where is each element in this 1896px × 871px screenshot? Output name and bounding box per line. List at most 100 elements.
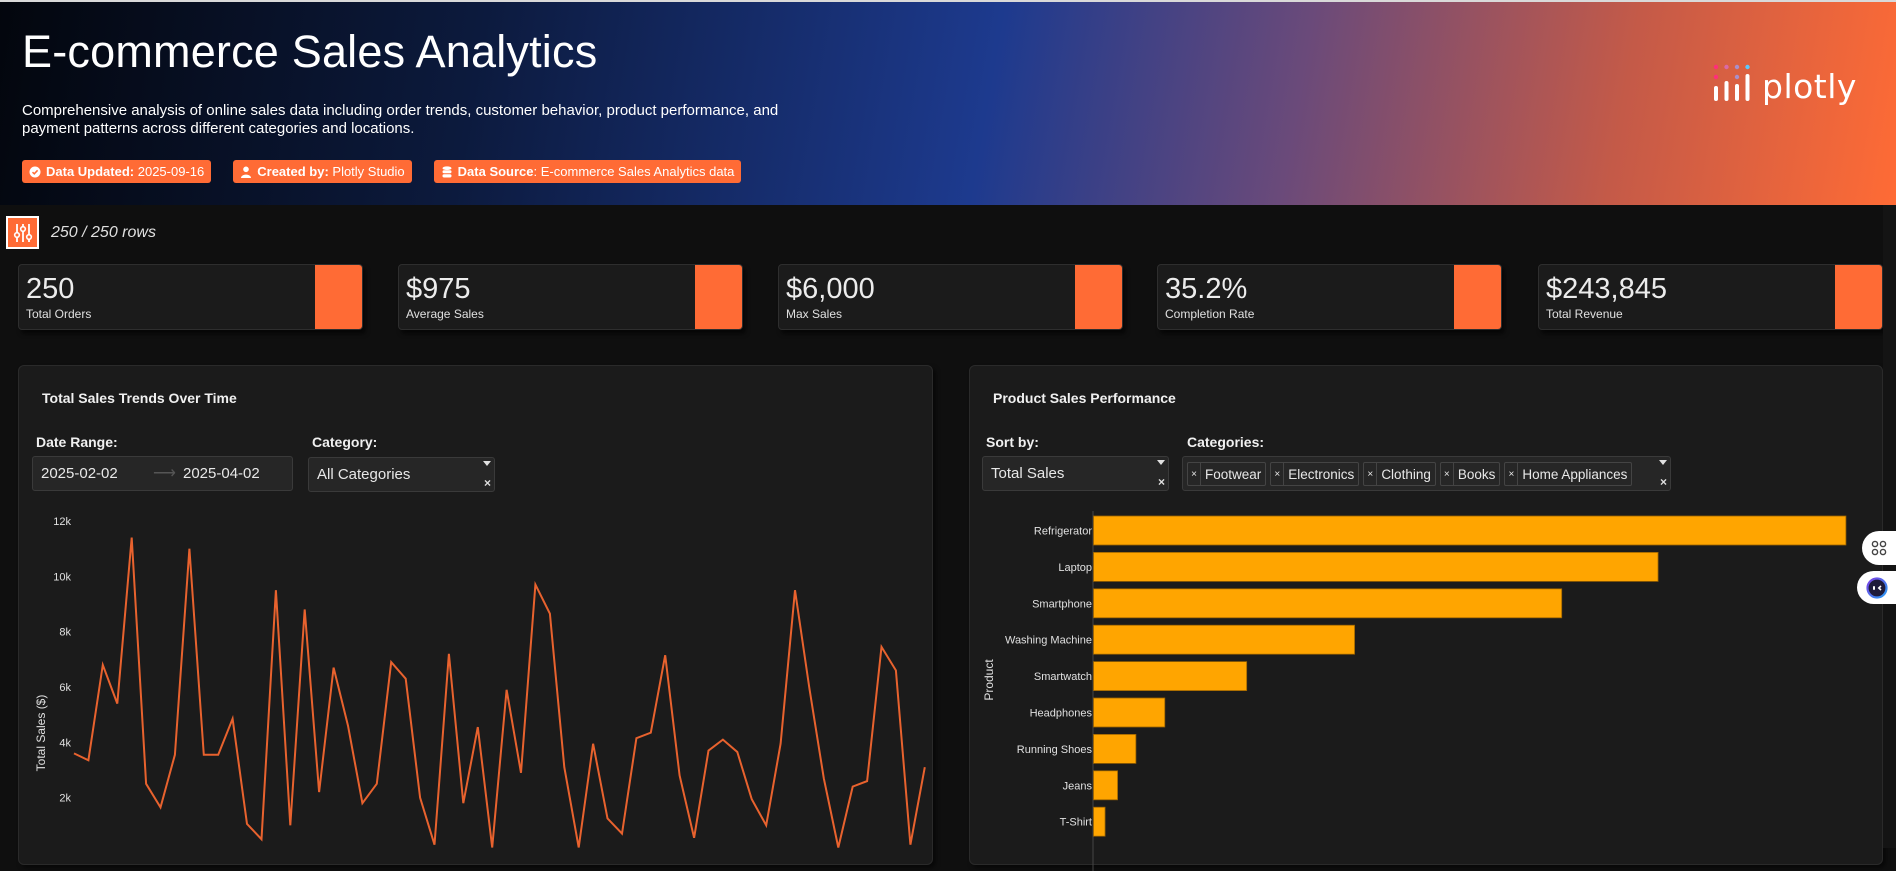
data-point[interactable] bbox=[417, 795, 423, 801]
category-dropdown[interactable]: All Categories × bbox=[308, 457, 495, 492]
data-point[interactable] bbox=[374, 781, 380, 787]
data-point[interactable] bbox=[85, 757, 91, 763]
data-point[interactable] bbox=[792, 587, 798, 593]
data-point[interactable] bbox=[114, 701, 120, 707]
data-point[interactable] bbox=[129, 535, 135, 541]
data-point[interactable] bbox=[907, 842, 913, 848]
bar-headphones[interactable] bbox=[1093, 697, 1166, 728]
data-point[interactable] bbox=[258, 836, 264, 842]
remove-chip-icon[interactable]: × bbox=[1505, 463, 1519, 485]
data-point[interactable] bbox=[71, 750, 77, 756]
data-point[interactable] bbox=[749, 796, 755, 802]
assistant-button[interactable] bbox=[1857, 571, 1896, 604]
data-point[interactable] bbox=[158, 804, 164, 810]
data-point[interactable] bbox=[273, 587, 279, 593]
bar-running-shoes[interactable] bbox=[1093, 733, 1137, 764]
data-point[interactable] bbox=[806, 685, 812, 691]
bar-jeans[interactable] bbox=[1093, 770, 1118, 801]
remove-chip-icon[interactable]: × bbox=[1271, 463, 1285, 485]
data-point[interactable] bbox=[605, 815, 611, 821]
data-point[interactable] bbox=[244, 821, 250, 827]
data-point[interactable] bbox=[633, 735, 639, 741]
bar-smartphone[interactable] bbox=[1093, 588, 1563, 619]
y-tick-label: 8k bbox=[59, 627, 71, 639]
data-point[interactable] bbox=[504, 687, 510, 693]
data-point[interactable] bbox=[489, 844, 495, 850]
date-start-input[interactable]: 2025-02-02 bbox=[41, 465, 118, 482]
data-point[interactable] bbox=[691, 835, 697, 841]
sort-by-label: Sort by: bbox=[986, 434, 1039, 450]
data-point[interactable] bbox=[100, 662, 106, 668]
data-point[interactable] bbox=[763, 822, 769, 828]
chevron-down-icon[interactable] bbox=[483, 461, 491, 466]
data-point[interactable] bbox=[547, 611, 553, 617]
bar-refrigerator[interactable] bbox=[1093, 515, 1847, 546]
data-point[interactable] bbox=[287, 822, 293, 828]
apps-grid-icon bbox=[1871, 540, 1887, 556]
data-point[interactable] bbox=[403, 676, 409, 682]
data-point[interactable] bbox=[475, 724, 481, 730]
data-point[interactable] bbox=[705, 748, 711, 754]
sort-by-dropdown[interactable]: Total Sales × bbox=[982, 456, 1169, 491]
data-point[interactable] bbox=[893, 667, 899, 673]
clear-icon[interactable]: × bbox=[483, 476, 491, 490]
plotly-logo: plotly bbox=[1712, 64, 1857, 103]
chevron-down-icon[interactable] bbox=[1659, 460, 1667, 465]
data-point[interactable] bbox=[662, 652, 668, 658]
data-point[interactable] bbox=[590, 741, 596, 747]
data-point[interactable] bbox=[215, 752, 221, 758]
data-point[interactable] bbox=[922, 764, 928, 770]
data-point[interactable] bbox=[648, 730, 654, 736]
data-point[interactable] bbox=[143, 781, 149, 787]
sales-trend-line bbox=[73, 537, 926, 848]
check-circle-icon bbox=[29, 166, 41, 177]
bar-t-shirt[interactable] bbox=[1093, 806, 1106, 837]
data-point[interactable] bbox=[331, 665, 337, 671]
clear-icon[interactable]: × bbox=[1659, 475, 1667, 489]
data-point[interactable] bbox=[432, 842, 438, 848]
data-point[interactable] bbox=[864, 778, 870, 784]
data-point[interactable] bbox=[460, 800, 466, 806]
data-point[interactable] bbox=[561, 764, 567, 770]
filter-toggle-button[interactable] bbox=[6, 216, 39, 249]
data-point[interactable] bbox=[532, 582, 538, 588]
data-point[interactable] bbox=[359, 800, 365, 806]
data-point[interactable] bbox=[821, 775, 827, 781]
data-point[interactable] bbox=[720, 737, 726, 743]
data-point[interactable] bbox=[734, 749, 740, 755]
data-point[interactable] bbox=[850, 784, 856, 790]
date-end-input[interactable]: 2025-04-02 bbox=[183, 465, 260, 482]
data-point[interactable] bbox=[316, 789, 322, 795]
categories-label: Categories: bbox=[1187, 434, 1265, 450]
data-point[interactable] bbox=[388, 659, 394, 665]
page-scrollbar[interactable] bbox=[1883, 205, 1896, 848]
y-tick-label: Headphones bbox=[1030, 708, 1093, 720]
data-point[interactable] bbox=[345, 723, 351, 729]
remove-chip-icon[interactable]: × bbox=[1441, 463, 1454, 485]
data-point[interactable] bbox=[835, 844, 841, 850]
chevron-down-icon[interactable] bbox=[1157, 460, 1165, 465]
data-point[interactable] bbox=[619, 831, 625, 837]
data-point[interactable] bbox=[302, 607, 308, 613]
bar-smartwatch[interactable] bbox=[1093, 661, 1248, 692]
data-point[interactable] bbox=[677, 773, 683, 779]
data-point[interactable] bbox=[201, 752, 207, 758]
date-range-picker: 2025-02-02 ⟶ 2025-04-02 bbox=[32, 456, 293, 491]
data-point[interactable] bbox=[778, 741, 784, 747]
clear-icon[interactable]: × bbox=[1157, 475, 1165, 489]
data-point[interactable] bbox=[186, 546, 192, 552]
bar-washing-machine[interactable] bbox=[1093, 624, 1355, 655]
data-point[interactable] bbox=[576, 844, 582, 850]
data-point[interactable] bbox=[879, 644, 885, 650]
categories-multiselect[interactable]: × Footwear × Electronics × Clothing × Books … bbox=[1182, 456, 1671, 491]
bar-laptop[interactable] bbox=[1093, 552, 1659, 582]
data-point[interactable] bbox=[446, 651, 452, 657]
data-point[interactable] bbox=[172, 752, 178, 758]
remove-chip-icon[interactable]: × bbox=[1188, 463, 1201, 485]
y-tick-label: 6k bbox=[59, 682, 71, 694]
remove-chip-icon[interactable]: × bbox=[1364, 463, 1378, 485]
data-point[interactable] bbox=[230, 716, 236, 722]
apps-button[interactable] bbox=[1862, 531, 1896, 565]
data-point[interactable] bbox=[518, 770, 524, 776]
kpi-accent bbox=[1835, 265, 1882, 329]
